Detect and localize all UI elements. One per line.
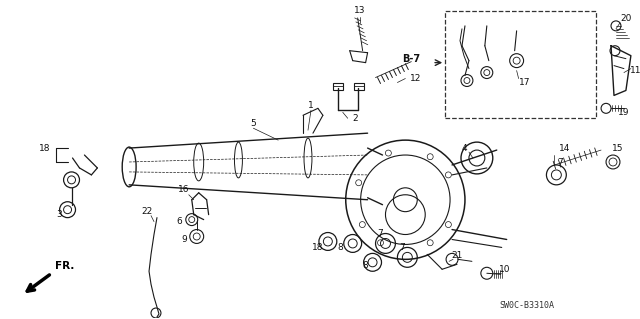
Text: 8: 8	[337, 243, 342, 252]
Text: 11: 11	[630, 66, 640, 75]
Bar	[445, 11, 596, 118]
Text: 9: 9	[181, 235, 187, 244]
Text: 19: 19	[618, 108, 630, 117]
Text: 18: 18	[39, 144, 51, 152]
Text: 7: 7	[557, 159, 563, 167]
Bar	[354, 83, 364, 91]
Text: 5: 5	[250, 119, 256, 128]
Text: 3: 3	[57, 210, 63, 219]
Text: FR.: FR.	[54, 261, 74, 271]
Text: 14: 14	[559, 144, 570, 152]
Text: 13: 13	[354, 6, 365, 15]
Text: 4: 4	[461, 144, 467, 152]
Text: 2: 2	[352, 114, 358, 123]
Text: 12: 12	[410, 74, 421, 83]
Text: 6: 6	[176, 217, 182, 226]
Text: 1: 1	[308, 101, 314, 110]
Text: 21: 21	[451, 251, 463, 260]
Text: 8: 8	[363, 261, 369, 270]
Text: 10: 10	[499, 265, 511, 274]
Bar	[333, 83, 343, 91]
Text: 16: 16	[178, 185, 189, 194]
Text: 20: 20	[620, 14, 632, 23]
Text: 17: 17	[519, 78, 531, 87]
Text: 7: 7	[399, 243, 405, 252]
Text: 7: 7	[378, 229, 383, 238]
Text: SW0C-B3310A: SW0C-B3310A	[499, 300, 554, 309]
Text: B-7: B-7	[402, 54, 420, 64]
Text: 18: 18	[312, 243, 324, 252]
Text: 15: 15	[612, 144, 624, 152]
Text: 22: 22	[141, 207, 153, 216]
